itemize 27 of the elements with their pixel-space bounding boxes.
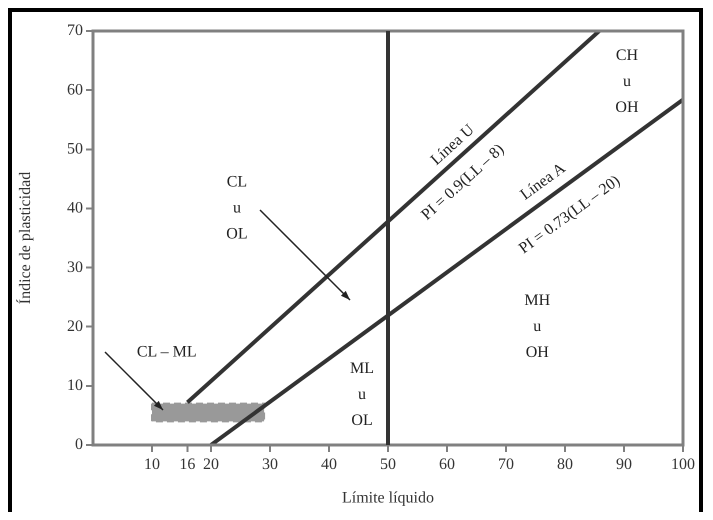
x-tick-label: 40 (321, 456, 337, 473)
y-tick-label: 40 (67, 200, 83, 217)
annotation: CL – ML (136, 343, 197, 360)
x-tick-label: 90 (616, 456, 632, 473)
y-tick-label: 10 (67, 377, 83, 394)
x-axis-title: Límite líquido (342, 490, 434, 507)
annotation: Línea A (517, 159, 569, 204)
x-tick-label: 60 (439, 456, 455, 473)
x-tick-label: 70 (498, 456, 514, 473)
x-tick-label: 10 (144, 456, 160, 473)
y-tick-label: 60 (67, 81, 83, 98)
y-tick-label: 0 (75, 436, 83, 454)
annotation: ML u OL (350, 360, 374, 429)
y-tick-label: 70 (67, 22, 83, 40)
y-tick-label: 50 (67, 140, 83, 158)
annotation: MH u OH (524, 292, 551, 361)
x-tick-label: 16 (179, 456, 196, 473)
annotation: CH u OH (615, 47, 639, 116)
x-tick-label: 30 (262, 456, 278, 473)
x-tick-label: 100 (671, 456, 695, 473)
x-tick-label: 50 (380, 456, 396, 473)
x-tick-label: 20 (203, 456, 219, 473)
y-axis-title: Índice de plasticidad (16, 172, 34, 304)
x-tick-label: 80 (557, 456, 573, 473)
y-tick-label: 20 (67, 318, 83, 335)
annotation: CL u OL (226, 174, 248, 243)
y-tick-label: 30 (67, 258, 83, 276)
